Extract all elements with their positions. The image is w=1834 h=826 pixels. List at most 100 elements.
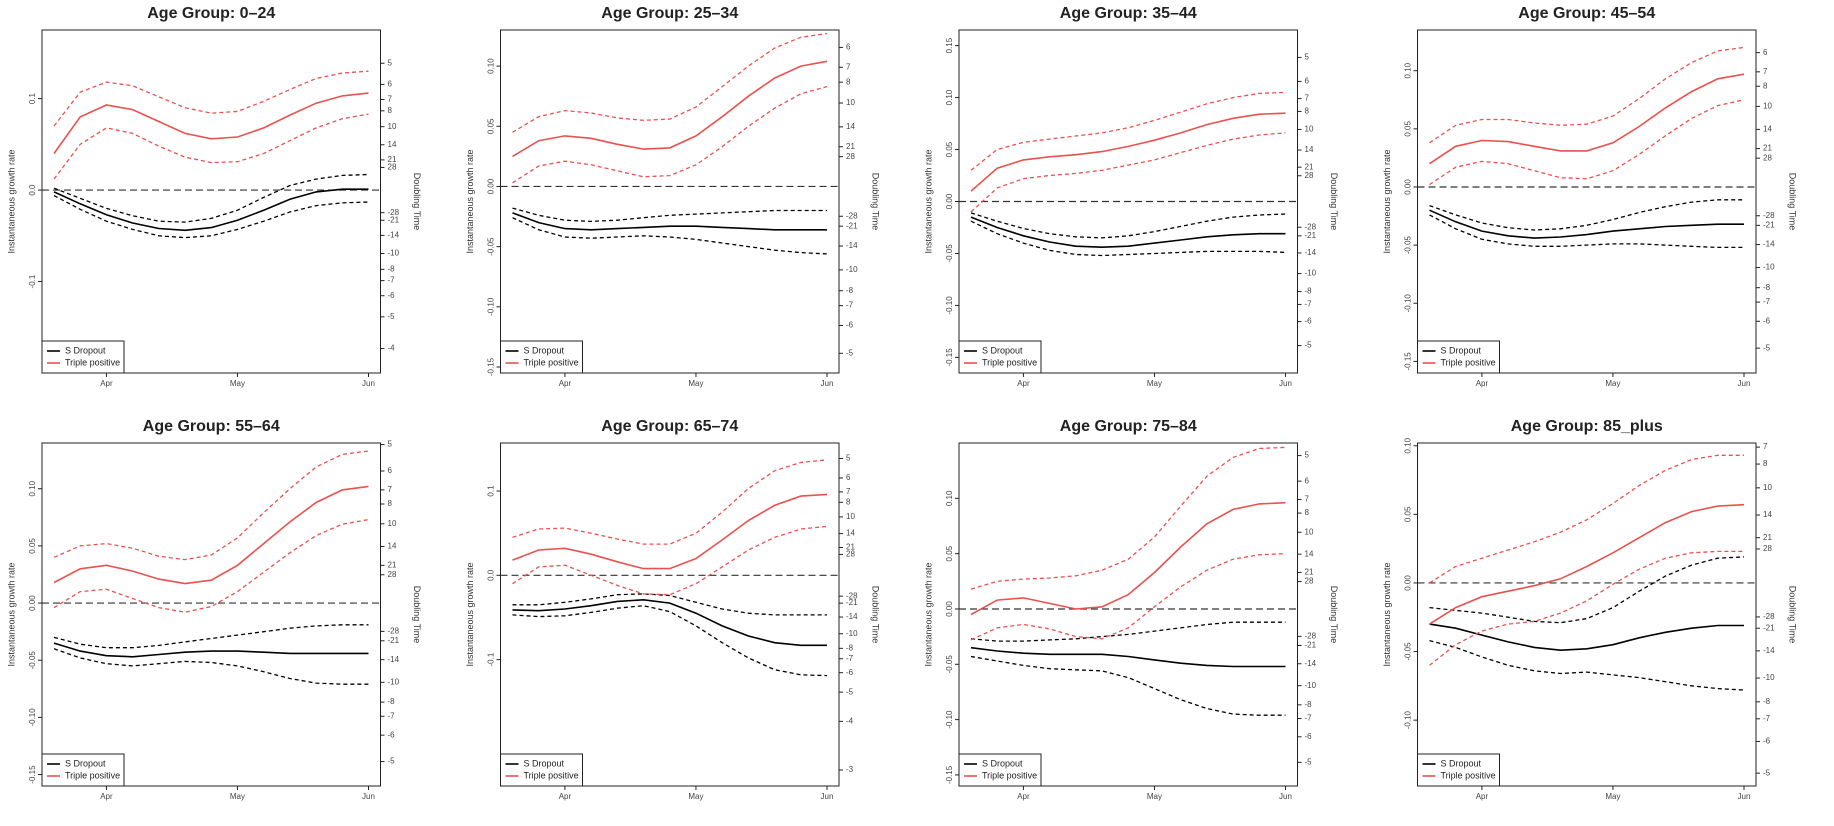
- y2-axis-label: Doubling Time: [871, 173, 881, 231]
- y2-tick-label: 6: [388, 80, 393, 89]
- legend-box: [958, 340, 1042, 374]
- y2-tick-label: 5: [388, 440, 393, 449]
- legend-label: S Dropout: [65, 758, 106, 768]
- y2-tick-label: -10: [388, 677, 400, 686]
- interval-line: [53, 113, 369, 180]
- legend-label: Triple positive: [524, 357, 579, 367]
- y-tick-label: 0.00: [945, 193, 954, 209]
- y-tick-label: -0.05: [945, 244, 954, 263]
- y2-tick-label: -4: [846, 716, 854, 725]
- x-tick-label: May: [1605, 792, 1620, 801]
- interval-line: [512, 207, 827, 223]
- y2-tick-label: 7: [846, 62, 851, 71]
- chart-title: Age Group: 35–44: [1060, 5, 1197, 22]
- y2-tick-label: -14: [846, 612, 858, 621]
- y-tick-label: -0.10: [1404, 710, 1413, 729]
- y2-tick-label: -6: [846, 668, 854, 677]
- y2-tick-label: -21: [1763, 623, 1775, 632]
- x-tick-label: Jun: [821, 792, 834, 801]
- y2-tick-label: 8: [1763, 81, 1768, 90]
- y2-tick-label: -5: [388, 757, 396, 766]
- x-tick-label: Jun: [1738, 379, 1751, 388]
- y2-tick-label: -28: [846, 591, 858, 600]
- y-tick-label: 0.00: [28, 595, 37, 611]
- legend-label: Triple positive: [982, 770, 1037, 780]
- x-tick-label: Jun: [1279, 379, 1292, 388]
- y2-tick-label: -5: [388, 312, 396, 321]
- y-tick-label: -0.05: [1404, 642, 1413, 661]
- y2-tick-label: -8: [1763, 697, 1771, 706]
- y2-tick-label: -14: [388, 230, 400, 239]
- y2-tick-label: 7: [1305, 94, 1310, 103]
- y2-tick-label: 14: [846, 529, 855, 538]
- chart-title: Age Group: 45–54: [1518, 5, 1655, 22]
- interval-line: [53, 195, 369, 239]
- y2-tick-label: -28: [1305, 631, 1317, 640]
- x-tick-label: Jun: [362, 792, 375, 801]
- y2-tick-label: -7: [846, 654, 854, 663]
- chart-title: Age Group: 75–84: [1060, 418, 1197, 435]
- y-tick-label: 0.00: [1404, 575, 1413, 591]
- y2-tick-label: 21: [388, 155, 397, 164]
- y2-tick-label: 7: [1763, 67, 1768, 76]
- y-axis-label: Instantaneous growth rate: [923, 562, 933, 666]
- x-tick-label: Jun: [821, 379, 834, 388]
- y2-tick-label: -5: [1763, 768, 1771, 777]
- y2-axis-label: Doubling Time: [412, 586, 422, 644]
- y2-tick-label: -28: [388, 626, 400, 635]
- plot-frame: [1417, 442, 1757, 787]
- y2-tick-label: -6: [388, 730, 396, 739]
- y2-tick-label: -28: [388, 208, 400, 217]
- y2-tick-label: -10: [1305, 681, 1317, 690]
- y-tick-label: 0.05: [28, 538, 37, 554]
- y2-tick-label: -14: [1305, 248, 1317, 257]
- y-tick-label: -0.10: [1404, 294, 1413, 313]
- y2-tick-label: 10: [388, 122, 397, 131]
- y-tick-label: 0.00: [1404, 179, 1413, 195]
- y2-tick-label: -7: [1763, 297, 1771, 306]
- legend-label: Triple positive: [65, 357, 120, 367]
- plot-frame: [41, 442, 381, 787]
- y-tick-label: -0.05: [945, 655, 954, 674]
- y2-tick-label: -14: [1763, 646, 1775, 655]
- panel: Age Group: 35–44 0.15 0.10 0.05 0.00 -0.05 -0.…: [923, 5, 1339, 388]
- y2-tick-label: 28: [846, 550, 855, 559]
- legend-label: Triple positive: [1441, 357, 1496, 367]
- y2-tick-label: -4: [388, 344, 396, 353]
- y2-axis-label: Doubling Time: [1329, 586, 1339, 644]
- y-tick-label: 0.10: [945, 490, 954, 506]
- interval-line: [53, 648, 369, 685]
- y2-tick-label: 28: [1305, 577, 1314, 586]
- y-tick-label: -0.1: [28, 274, 37, 288]
- panel: Age Group: 65–74 0.1 0.0 -0.1 Instantaneous …: [465, 418, 881, 801]
- y-tick-label: 0.00: [487, 178, 496, 194]
- y-tick-label: 0.05: [1404, 506, 1413, 522]
- y2-tick-label: -14: [388, 655, 400, 664]
- y-axis-label: Instantaneous growth rate: [6, 149, 16, 253]
- legend-label: S Dropout: [1441, 345, 1482, 355]
- interval-line: [1429, 199, 1744, 231]
- panel: Age Group: 0–24 0.1 0.0 -0.1 Instantaneous g…: [6, 5, 422, 388]
- y2-tick-label: 21: [846, 543, 855, 552]
- series-line: [53, 485, 369, 585]
- legend-label: Triple positive: [1441, 770, 1496, 780]
- y2-tick-label: -5: [846, 687, 854, 696]
- x-tick-label: Apr: [1476, 379, 1489, 388]
- y2-tick-label: 10: [846, 512, 855, 521]
- interval-line: [1429, 550, 1744, 666]
- plot-frame: [1417, 29, 1757, 374]
- y-tick-label: 0.05: [487, 118, 496, 134]
- plot-frame: [41, 29, 381, 374]
- y2-tick-label: -10: [846, 265, 858, 274]
- y2-tick-label: -28: [1763, 211, 1775, 220]
- y2-tick-label: 28: [846, 152, 855, 161]
- y2-tick-label: 8: [388, 499, 393, 508]
- y-axis-label: Instantaneous growth rate: [465, 562, 475, 666]
- interval-line: [970, 655, 1286, 716]
- series-line: [1429, 73, 1745, 165]
- y2-tick-label: -10: [1763, 263, 1775, 272]
- y2-tick-label: 5: [1305, 451, 1310, 460]
- y2-tick-label: -10: [1763, 673, 1775, 682]
- series-line: [53, 642, 369, 658]
- legend-box: [958, 753, 1042, 787]
